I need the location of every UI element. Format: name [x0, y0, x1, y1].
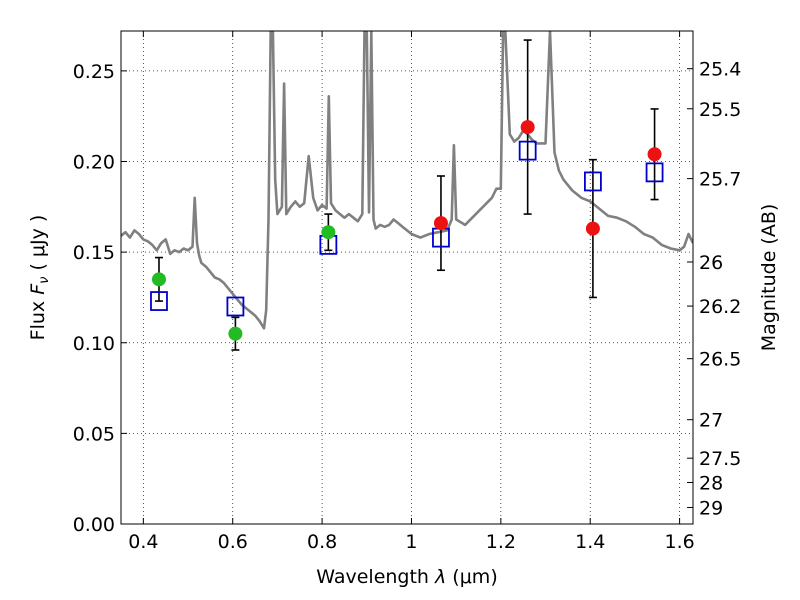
- model-photometry-square: [150, 291, 168, 311]
- magnitude-axis-label: Magnitude (AB): [758, 204, 780, 352]
- x-axis-label-units: (μm): [446, 566, 497, 588]
- grid-lines: [121, 31, 693, 525]
- y-tick-label: 0.15: [73, 242, 115, 264]
- y-tick-label: 0.25: [73, 61, 115, 83]
- x-axis-label-symbol: λ: [434, 566, 446, 588]
- x-tick-label: 1: [405, 531, 417, 553]
- model-photometry-square: [645, 162, 664, 183]
- y-axis-label: Flux Fν ( μJy ): [27, 215, 52, 341]
- observed-photometry-point: [321, 225, 336, 240]
- magnitude-tick-label: 25.4: [699, 59, 741, 81]
- x-tick-label: 1.4: [575, 531, 605, 553]
- observed-photometry-point: [520, 120, 535, 135]
- x-tick-label: 0.8: [307, 531, 337, 553]
- magnitude-tick-label: 26.5: [699, 349, 741, 371]
- model-photometry-square: [518, 140, 537, 161]
- magnitude-tick-label: 25.7: [699, 169, 741, 191]
- x-axis-label: Wavelength λ (μm): [316, 566, 497, 588]
- magnitude-tick-label: 26: [699, 252, 723, 274]
- x-tick-label: 0.6: [218, 531, 248, 553]
- y-tick-label: 0.00: [73, 514, 115, 536]
- axis-ticks: 0.4 0.6 0.8 1 1.2 1.4 1.6 0.00 0.05 0.10 0.15 0.20 0…: [73, 31, 741, 553]
- magnitude-tick-label: 27: [699, 410, 723, 432]
- model-photometry-square: [584, 171, 602, 192]
- magnitude-tick-label: 27.5: [699, 448, 741, 470]
- y-tick-label: 0.05: [73, 423, 115, 445]
- observed-photometry-point: [228, 326, 243, 341]
- y-tick-label: 0.20: [73, 152, 115, 174]
- y-axis-label-symbol: F: [27, 283, 49, 295]
- observed-photometry-point: [433, 216, 448, 231]
- data-points-layer: [150, 120, 664, 341]
- error-bars-layer: [154, 39, 659, 351]
- model-sed-layer: [121, 31, 693, 330]
- y-axis-label-subscript: ν: [37, 277, 52, 284]
- y-tick-label: 0.10: [73, 333, 115, 355]
- y-axis-label-prefix: Flux: [27, 295, 49, 341]
- model-photometry-square: [226, 296, 245, 317]
- magnitude-tick-label: 28: [699, 472, 723, 494]
- x-axis-label-prefix: Wavelength: [316, 566, 435, 588]
- magnitude-tick-label: 26.2: [699, 296, 741, 318]
- observed-photometry-point: [151, 272, 166, 287]
- plot-frame: [120, 30, 694, 525]
- observed-photometry-point: [585, 221, 600, 236]
- magnitude-tick-label: 29: [699, 497, 723, 519]
- x-tick-label: 0.4: [128, 531, 158, 553]
- magnitude-tick-label: 25.5: [699, 99, 741, 121]
- x-tick-label: 1.6: [664, 531, 694, 553]
- model-sed-line: [121, 31, 693, 330]
- y-axis-label-units: ( μJy ): [27, 215, 49, 277]
- x-tick-label: 1.2: [486, 531, 516, 553]
- observed-photometry-point: [647, 147, 662, 162]
